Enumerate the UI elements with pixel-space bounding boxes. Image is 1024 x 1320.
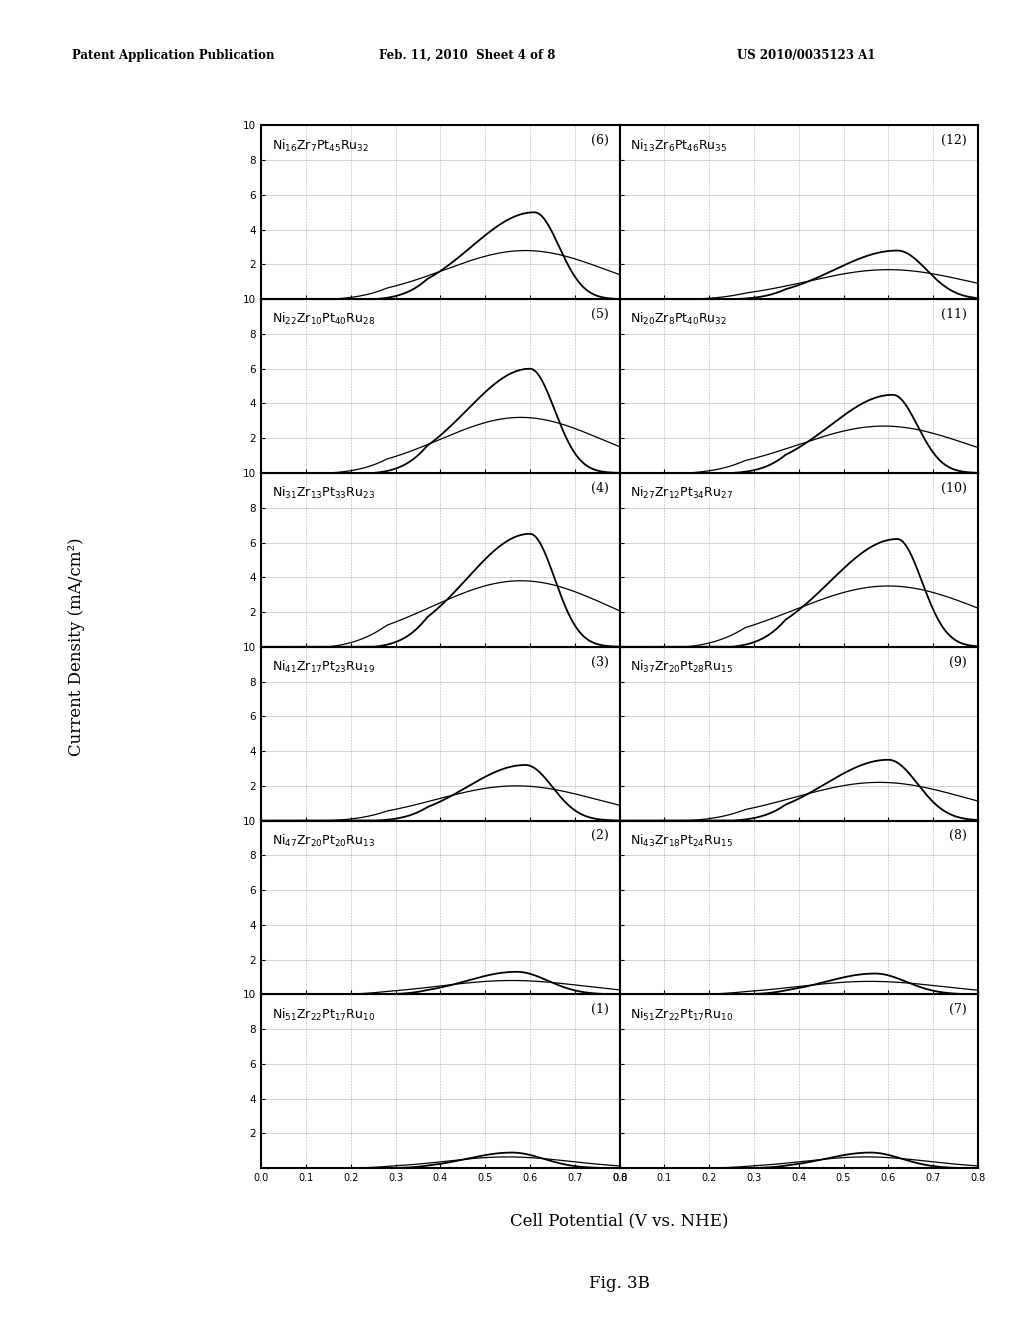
- Text: $\mathrm{Ni}_{\mathrm{22}}$$\mathrm{Zr}_{\mathrm{10}}$$\mathrm{Pt}_{\mathrm{40}}: $\mathrm{Ni}_{\mathrm{22}}$$\mathrm{Zr}_…: [272, 312, 375, 327]
- Text: $\mathrm{Ni}_{\mathrm{43}}$$\mathrm{Zr}_{\mathrm{18}}$$\mathrm{Pt}_{\mathrm{24}}: $\mathrm{Ni}_{\mathrm{43}}$$\mathrm{Zr}_…: [630, 833, 733, 849]
- Text: $\mathrm{Ni}_{\mathrm{20}}$$\mathrm{Zr}_{\mathrm{8}}$$\mathrm{Pt}_{\mathrm{40}}$: $\mathrm{Ni}_{\mathrm{20}}$$\mathrm{Zr}_…: [630, 312, 727, 327]
- Text: (9): (9): [949, 656, 967, 668]
- Text: (6): (6): [591, 135, 608, 147]
- Text: $\mathrm{Ni}_{\mathrm{47}}$$\mathrm{Zr}_{\mathrm{20}}$$\mathrm{Pt}_{\mathrm{20}}: $\mathrm{Ni}_{\mathrm{47}}$$\mathrm{Zr}_…: [272, 833, 375, 849]
- Text: $\mathrm{Ni}_{\mathrm{13}}$$\mathrm{Zr}_{\mathrm{6}}$$\mathrm{Pt}_{\mathrm{46}}$: $\mathrm{Ni}_{\mathrm{13}}$$\mathrm{Zr}_…: [630, 137, 728, 153]
- Text: Cell Potential (V vs. NHE): Cell Potential (V vs. NHE): [510, 1213, 729, 1229]
- Text: $\mathrm{Ni}_{\mathrm{37}}$$\mathrm{Zr}_{\mathrm{20}}$$\mathrm{Pt}_{\mathrm{28}}: $\mathrm{Ni}_{\mathrm{37}}$$\mathrm{Zr}_…: [630, 659, 733, 675]
- Text: (8): (8): [949, 829, 967, 842]
- Text: $\mathrm{Ni}_{\mathrm{27}}$$\mathrm{Zr}_{\mathrm{12}}$$\mathrm{Pt}_{\mathrm{34}}: $\mathrm{Ni}_{\mathrm{27}}$$\mathrm{Zr}_…: [630, 486, 733, 502]
- Text: (1): (1): [591, 1003, 608, 1016]
- Text: (2): (2): [591, 829, 608, 842]
- Text: US 2010/0035123 A1: US 2010/0035123 A1: [737, 49, 876, 62]
- Text: Feb. 11, 2010  Sheet 4 of 8: Feb. 11, 2010 Sheet 4 of 8: [379, 49, 555, 62]
- Text: (7): (7): [949, 1003, 967, 1016]
- Text: $\mathrm{Ni}_{\mathrm{51}}$$\mathrm{Zr}_{\mathrm{22}}$$\mathrm{Pt}_{\mathrm{17}}: $\mathrm{Ni}_{\mathrm{51}}$$\mathrm{Zr}_…: [630, 1007, 733, 1023]
- Text: $\mathrm{Ni}_{\mathrm{31}}$$\mathrm{Zr}_{\mathrm{13}}$$\mathrm{Pt}_{\mathrm{33}}: $\mathrm{Ni}_{\mathrm{31}}$$\mathrm{Zr}_…: [272, 486, 375, 502]
- Text: $\mathrm{Ni}_{\mathrm{51}}$$\mathrm{Zr}_{\mathrm{22}}$$\mathrm{Pt}_{\mathrm{17}}: $\mathrm{Ni}_{\mathrm{51}}$$\mathrm{Zr}_…: [272, 1007, 375, 1023]
- Text: (3): (3): [591, 656, 608, 668]
- Text: (4): (4): [591, 482, 608, 495]
- Text: (11): (11): [941, 308, 967, 321]
- Text: Current Density (mA/cm²): Current Density (mA/cm²): [69, 537, 85, 756]
- Text: Fig. 3B: Fig. 3B: [589, 1275, 650, 1291]
- Text: (10): (10): [941, 482, 967, 495]
- Text: (5): (5): [591, 308, 608, 321]
- Text: $\mathrm{Ni}_{\mathrm{16}}$$\mathrm{Zr}_{\mathrm{7}}$$\mathrm{Pt}_{\mathrm{45}}$: $\mathrm{Ni}_{\mathrm{16}}$$\mathrm{Zr}_…: [272, 137, 369, 153]
- Text: Patent Application Publication: Patent Application Publication: [72, 49, 274, 62]
- Text: (12): (12): [941, 135, 967, 147]
- Text: $\mathrm{Ni}_{\mathrm{41}}$$\mathrm{Zr}_{\mathrm{17}}$$\mathrm{Pt}_{\mathrm{23}}: $\mathrm{Ni}_{\mathrm{41}}$$\mathrm{Zr}_…: [272, 659, 375, 675]
